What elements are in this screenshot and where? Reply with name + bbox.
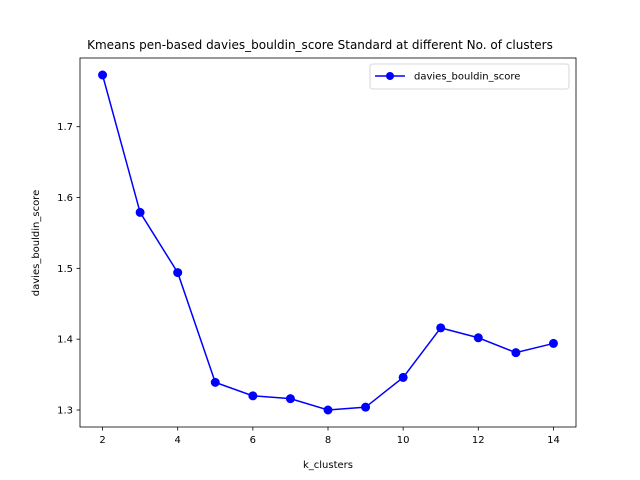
chart-title: Kmeans pen-based davies_bouldin_score St… [87,38,553,52]
data-point [98,70,108,80]
plot-area [98,70,558,415]
data-point [248,391,258,401]
legend: davies_bouldin_score [369,63,570,90]
y-tick-label: 1.4 [57,335,73,346]
data-point [548,338,558,348]
y-axis-label: davies_bouldin_score [31,190,42,296]
axis-ticks: 2 4 6 8 10 12 14 1.3 1.4 1.5 1.6 1.7 [57,122,560,446]
data-point [398,372,408,382]
data-point [323,405,333,415]
data-point [473,333,483,343]
plot-frame [79,57,577,428]
y-tick-label: 1.6 [57,193,73,204]
y-tick-label: 1.5 [57,264,73,275]
data-point [210,377,220,387]
x-tick-label: 8 [325,435,331,446]
x-tick-label: 4 [175,435,181,446]
y-tick-label: 1.7 [57,122,73,133]
y-tick-label: 1.3 [57,406,73,417]
data-point [511,348,521,358]
x-tick-label: 2 [99,435,105,446]
data-point [436,323,446,333]
x-tick-label: 6 [250,435,256,446]
x-tick-label: 14 [547,435,560,446]
data-point [361,402,371,412]
legend-box [369,63,570,90]
legend-label: davies_bouldin_score [414,72,520,83]
x-tick-label: 10 [397,435,410,446]
x-tick-label: 12 [472,435,485,446]
data-point [285,394,295,404]
legend-marker [386,72,394,80]
data-point [135,207,145,217]
data-point [173,268,183,278]
x-axis-label: k_clusters [303,460,353,471]
